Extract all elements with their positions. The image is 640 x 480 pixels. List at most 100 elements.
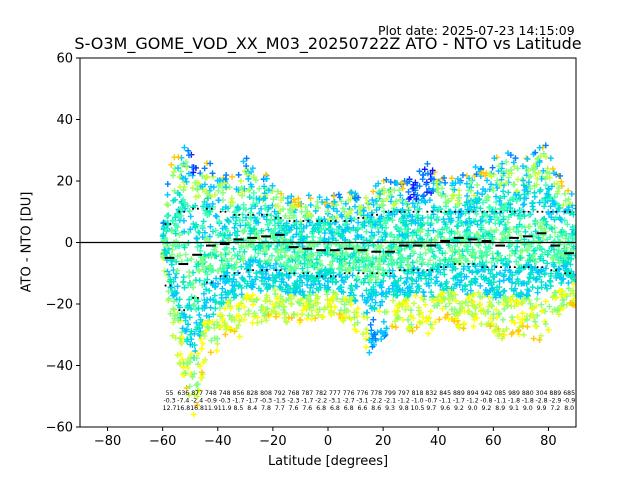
data-point bbox=[299, 279, 306, 286]
data-point bbox=[519, 323, 526, 330]
data-point bbox=[379, 224, 386, 231]
data-point bbox=[233, 313, 240, 320]
data-point bbox=[532, 318, 539, 325]
data-point bbox=[261, 281, 268, 288]
data-point bbox=[188, 351, 195, 358]
data-point bbox=[164, 240, 171, 247]
data-point bbox=[246, 194, 253, 201]
data-point bbox=[364, 314, 371, 321]
data-point bbox=[291, 199, 298, 206]
data-point bbox=[198, 345, 205, 352]
data-point bbox=[542, 195, 549, 202]
data-point bbox=[179, 175, 186, 182]
statistics-overlay bbox=[80, 207, 576, 312]
data-point bbox=[307, 284, 314, 291]
data-point bbox=[556, 260, 563, 267]
bin-count-label: 776 bbox=[343, 390, 355, 397]
data-point bbox=[322, 200, 329, 207]
data-point bbox=[333, 295, 340, 302]
data-point bbox=[416, 168, 423, 175]
data-point bbox=[355, 194, 362, 201]
data-point bbox=[277, 295, 284, 302]
data-point bbox=[193, 326, 200, 333]
data-point bbox=[276, 311, 283, 318]
data-point bbox=[206, 192, 213, 199]
data-point bbox=[454, 229, 461, 236]
data-point bbox=[521, 224, 528, 231]
bin-annotation: 776-3.16.6 bbox=[356, 390, 368, 412]
data-point bbox=[520, 182, 527, 189]
data-point bbox=[463, 227, 470, 234]
data-point bbox=[508, 285, 515, 292]
data-point bbox=[324, 219, 331, 226]
data-point bbox=[379, 198, 386, 205]
data-point bbox=[178, 154, 185, 161]
data-point bbox=[298, 221, 305, 228]
data-point bbox=[403, 278, 410, 285]
data-point bbox=[430, 261, 437, 268]
bin-mean-label: -0.9 bbox=[563, 398, 575, 405]
data-point bbox=[238, 177, 245, 184]
data-point bbox=[363, 216, 370, 223]
data-point bbox=[177, 205, 184, 212]
data-point bbox=[545, 210, 552, 217]
data-point bbox=[351, 260, 358, 267]
data-point bbox=[341, 301, 348, 308]
data-point bbox=[297, 288, 304, 295]
data-point bbox=[429, 188, 436, 195]
data-point bbox=[560, 263, 567, 270]
bin-mean-label: -2.2 bbox=[315, 398, 327, 405]
data-point bbox=[194, 298, 201, 305]
data-point bbox=[422, 301, 429, 308]
data-point bbox=[184, 202, 191, 209]
data-point bbox=[255, 242, 262, 249]
data-point bbox=[493, 226, 500, 233]
data-point bbox=[266, 256, 273, 263]
bin-count-label: 856 bbox=[233, 390, 245, 397]
data-point bbox=[186, 392, 193, 399]
data-point bbox=[214, 335, 221, 342]
bin-annotation: 085-1.18.9 bbox=[494, 390, 506, 412]
data-point bbox=[290, 212, 297, 219]
data-point bbox=[480, 233, 487, 240]
data-point bbox=[511, 163, 518, 170]
data-point bbox=[253, 296, 260, 303]
data-point bbox=[247, 296, 254, 303]
bin-annotation: 776-2.76.8 bbox=[343, 390, 355, 412]
data-point bbox=[544, 165, 551, 172]
data-point bbox=[554, 233, 561, 240]
data-point bbox=[185, 321, 192, 328]
data-point bbox=[480, 199, 487, 206]
data-point bbox=[232, 208, 239, 215]
data-point bbox=[192, 224, 199, 231]
data-point bbox=[424, 170, 431, 177]
data-point bbox=[514, 165, 521, 172]
data-point bbox=[495, 217, 502, 224]
data-point bbox=[295, 257, 302, 264]
data-point bbox=[486, 278, 493, 285]
data-point bbox=[495, 250, 502, 257]
data-point bbox=[227, 305, 234, 312]
data-point bbox=[212, 212, 219, 219]
data-point bbox=[428, 276, 435, 283]
data-point bbox=[501, 332, 508, 339]
y-axis-label: ATO - NTO [DU] bbox=[19, 191, 35, 293]
data-point bbox=[369, 343, 376, 350]
data-point bbox=[544, 236, 551, 243]
data-point bbox=[224, 258, 231, 265]
data-point bbox=[331, 198, 338, 205]
data-point bbox=[399, 299, 406, 306]
data-point bbox=[496, 163, 503, 170]
data-point bbox=[539, 219, 546, 226]
data-point bbox=[278, 286, 285, 293]
data-point bbox=[471, 218, 478, 225]
data-point bbox=[455, 259, 462, 266]
data-point bbox=[245, 310, 252, 317]
data-point bbox=[504, 303, 511, 310]
bin-mean-label: -1.8 bbox=[508, 398, 520, 405]
data-point bbox=[330, 205, 337, 212]
data-point bbox=[163, 201, 170, 208]
data-point bbox=[339, 277, 346, 284]
data-point bbox=[314, 265, 321, 272]
data-point bbox=[183, 159, 190, 166]
